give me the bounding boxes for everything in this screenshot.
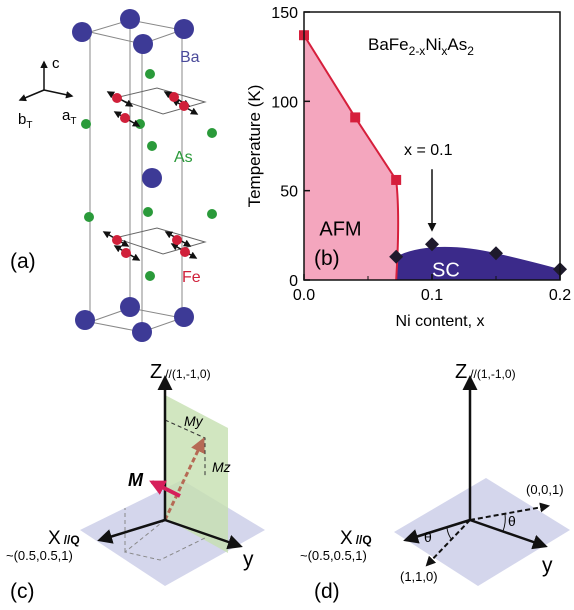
x-label: X//Q bbox=[48, 528, 80, 549]
mz-label: Mz bbox=[212, 459, 231, 475]
y-tick-label: 150 bbox=[271, 5, 298, 22]
x-axis-label: Ni content, x bbox=[396, 313, 485, 330]
chart-title: BaFe2-xNixAs2 bbox=[368, 35, 474, 58]
axis-b-label: bT bbox=[18, 111, 32, 131]
afm-region-label: AFM bbox=[319, 218, 361, 240]
axis-c-label: c bbox=[52, 55, 60, 72]
vector-110-label: (1,1,0) bbox=[400, 569, 438, 584]
y-axis-d bbox=[469, 518, 548, 550]
fe-atoms bbox=[102, 91, 199, 261]
m-label: M bbox=[128, 470, 144, 490]
annotation-text: x = 0.1 bbox=[404, 142, 453, 159]
x-tick-label: 0.0 bbox=[293, 287, 315, 304]
x-axis bbox=[97, 518, 166, 544]
my-label: My bbox=[184, 413, 204, 429]
theta-label-1: θ bbox=[424, 529, 432, 545]
axes-triad bbox=[18, 60, 74, 102]
x-tick-label: 0.1 bbox=[421, 287, 443, 304]
x-tick-label: 0.2 bbox=[549, 287, 571, 304]
y-tick-label: 50 bbox=[280, 184, 298, 201]
y-label-d: y bbox=[542, 554, 553, 577]
vector-001 bbox=[469, 502, 550, 521]
z-label-d: Z//(1,-1,0) bbox=[455, 361, 516, 383]
label-fe: Fe bbox=[182, 269, 201, 286]
panel-a-crystal: Ba As Fe c bT aT (a) bbox=[10, 9, 217, 342]
y-tick-label: 0 bbox=[289, 273, 298, 290]
sc-marker bbox=[489, 246, 503, 261]
as-atoms bbox=[81, 69, 217, 281]
panel-c-geometry: Z//(1,-1,0) X//Q ~(0.5,0.5,1) y M My Mz … bbox=[6, 361, 265, 603]
axis-ticks: 0.0 0.1 0.2 0 50 100 150 bbox=[271, 5, 571, 304]
label-as: As bbox=[174, 149, 193, 166]
yz-plane bbox=[165, 395, 228, 553]
panel-label-d: (d) bbox=[314, 580, 340, 603]
afm-marker bbox=[391, 174, 402, 185]
x-vector-label: ~(0.5,0.5,1) bbox=[6, 548, 73, 563]
sc-marker bbox=[389, 249, 404, 264]
panel-d-geometry: Z//(1,-1,0) X//Q ~(0.5,0.5,1) y (1,1,0) … bbox=[300, 361, 570, 603]
x-vector-label-d: ~(0.5,0.5,1) bbox=[300, 548, 367, 563]
xy-plane-d bbox=[394, 478, 570, 586]
panel-label-a: (a) bbox=[10, 250, 36, 273]
theta-arc-2 bbox=[502, 513, 506, 532]
afm-region bbox=[304, 35, 399, 280]
z-label: Z//(1,-1,0) bbox=[150, 361, 211, 383]
x-axis-d bbox=[403, 518, 471, 544]
sc-marker bbox=[425, 237, 439, 252]
axis-a-label: aT bbox=[62, 107, 76, 127]
theta-arc-1 bbox=[446, 527, 453, 541]
panel-label-c: (c) bbox=[10, 580, 35, 603]
moment-vector bbox=[163, 437, 205, 521]
projection-lines-lower bbox=[123, 519, 206, 561]
panel-label-b: (b) bbox=[314, 247, 340, 270]
ba-atoms bbox=[72, 9, 194, 342]
vector-001-label: (0,0,1) bbox=[526, 482, 564, 497]
x-label-d: X//Q bbox=[340, 528, 372, 549]
y-axis bbox=[164, 518, 243, 550]
theta-label-2: θ bbox=[508, 513, 516, 529]
afm-marker bbox=[350, 112, 361, 123]
sc-region bbox=[396, 246, 560, 280]
y-label: y bbox=[243, 548, 254, 571]
panel-b-phase-diagram: 0.0 0.1 0.2 0 50 100 150 BaFe2-xNixAs2 Tempera… bbox=[245, 5, 571, 330]
projection-lines-upper bbox=[164, 419, 206, 478]
y-tick-label: 100 bbox=[271, 94, 298, 111]
y-axis-label: Temperature (K) bbox=[245, 85, 264, 208]
vector-110 bbox=[425, 519, 471, 567]
m-arrow bbox=[149, 480, 181, 498]
label-ba: Ba bbox=[180, 49, 200, 66]
sc-region-label: SC bbox=[432, 259, 460, 281]
